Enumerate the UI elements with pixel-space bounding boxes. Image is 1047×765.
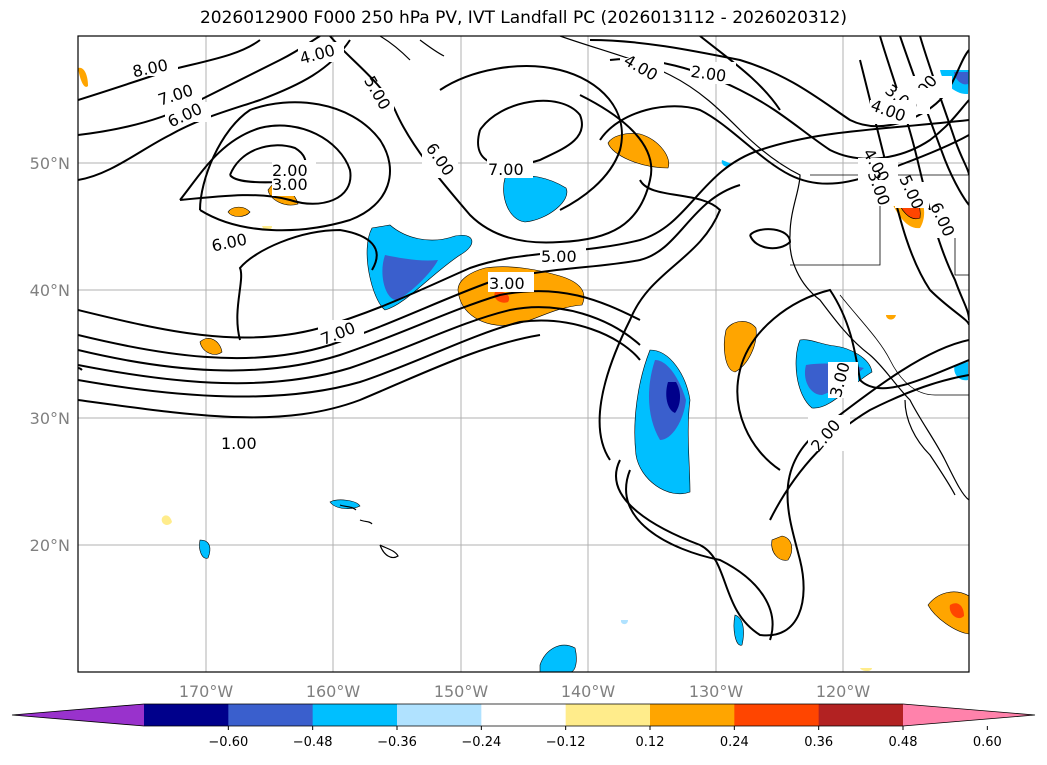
lon-tick: 170°W [179,682,234,701]
colorbar-tick-label: 0.24 [720,735,749,750]
colorbar-tick-label: −0.24 [461,735,501,750]
lat-tick: 30°N [30,409,70,428]
colorbar-segment [397,704,482,726]
colorbar-extension-high [903,704,1035,726]
lon-tick: 140°W [561,682,616,701]
lon-tick: 130°W [689,682,744,701]
lat-tick: 40°N [30,281,70,300]
lat-tick: 50°N [30,154,70,173]
colorbar-tick-label: 0.12 [636,735,665,750]
colorbar-tick-label: −0.48 [293,735,333,750]
colorbar-segment [228,704,314,726]
colorbar-tick-label: −0.12 [546,735,586,750]
colorbar-segment [312,704,398,726]
colorbar-segment [565,704,651,726]
coastlines [339,36,969,559]
colorbar-tick-label: −0.60 [208,735,248,750]
colorbar-tick-label: −0.36 [377,735,417,750]
lat-tick: 20°N [30,536,70,555]
colorbar-tick-label: 0.36 [804,735,833,750]
colorbar-outline [11,703,1036,727]
colorbar-segment [144,704,229,726]
colorbar-segment [650,704,735,726]
colorbar-segment [734,704,820,726]
colorbar: −0.60 −0.48 −0.36 −0.24 −0.12 0.12 0.24 0.36 0.4… [11,703,1036,750]
latitude-ticks: 50°N 40°N 30°N 20°N [30,154,70,555]
contour-label: 7.00 [488,160,524,179]
colorbar-tick-label: 0.60 [973,735,1002,750]
map-title: 2026012900 F000 250 hPa PV, IVT Landfall… [199,8,847,28]
lon-tick: 160°W [306,682,361,701]
lon-tick: 120°W [816,682,871,701]
longitude-ticks: 170°W 160°W 150°W 140°W 130°W 120°W [179,682,871,701]
colorbar-tick-label: 0.48 [889,735,918,750]
contour-label: 3.00 [489,274,525,293]
contour-label: 3.00 [272,175,308,194]
contour-label: 1.00 [221,434,257,453]
contour-label: 5.00 [541,247,577,266]
contour-label: 2.00 [690,62,728,86]
colorbar-extension-low [12,704,144,726]
colorbar-segment [818,704,904,726]
lon-tick: 150°W [434,682,489,701]
colorbar-segment [481,704,567,726]
contour-label: 2.00 [272,161,308,180]
map-frame [77,35,970,673]
